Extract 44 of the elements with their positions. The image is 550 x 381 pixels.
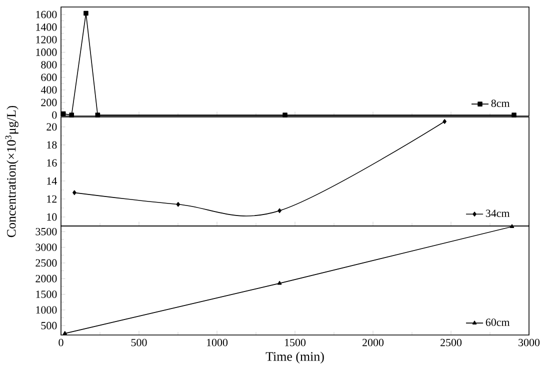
- y-tick-label: 1500: [36, 290, 57, 298]
- y-tick-label: 3500: [36, 228, 57, 236]
- point: [60, 111, 66, 116]
- y-tick-label: 18: [47, 141, 57, 149]
- y-tick-label: 16: [47, 159, 57, 167]
- y-tick-label: 3000: [36, 244, 57, 251]
- point: [84, 10, 88, 16]
- x-tick-label: 2500: [440, 338, 462, 346]
- y-tick-label: 400: [40, 86, 57, 94]
- y-tick-label: 0: [52, 111, 57, 119]
- y-tick-label: 14: [47, 177, 57, 185]
- y-tick-label: 1600: [36, 10, 57, 18]
- x-tick-label: 500: [131, 338, 147, 346]
- x-tick-label: 0: [58, 338, 64, 346]
- y-tick-label: 2500: [36, 259, 57, 267]
- legend-label: 60cm: [486, 318, 510, 326]
- y-tick-label: 1000: [36, 48, 57, 56]
- y-axis-title: Concentration(×10$^{3}$μg/L): [5, 106, 18, 238]
- y-tick-label: 1200: [36, 36, 57, 44]
- x-axis-title: Time (min): [266, 352, 324, 364]
- x-tick-label: 1000: [207, 338, 228, 346]
- x-tick-label: 2000: [362, 338, 384, 346]
- point: [62, 331, 68, 335]
- y-tick-label: 12: [47, 195, 57, 203]
- point: [72, 190, 76, 196]
- y-tick-label: 800: [41, 61, 57, 68]
- y-tick-label: 2000: [36, 274, 57, 282]
- x-tick-label: 3000: [518, 338, 540, 346]
- legend-label: 34cm: [486, 210, 510, 218]
- y-tick-label: 600: [41, 74, 57, 82]
- y-tick-label: 10: [47, 213, 57, 221]
- point: [278, 208, 282, 214]
- point: [282, 112, 288, 118]
- y-tick-label: 1000: [36, 306, 57, 314]
- legend-label: 8cm: [491, 100, 510, 108]
- point: [510, 224, 514, 228]
- y-tick-label: 200: [41, 98, 57, 106]
- y-tick-label: 20: [46, 123, 57, 131]
- y-tick-label: 500: [41, 322, 57, 330]
- point: [176, 202, 180, 207]
- x-tick-label: 1500: [285, 338, 306, 346]
- point: [442, 119, 446, 124]
- point: [277, 280, 282, 285]
- y-tick-label: 1400: [36, 23, 57, 31]
